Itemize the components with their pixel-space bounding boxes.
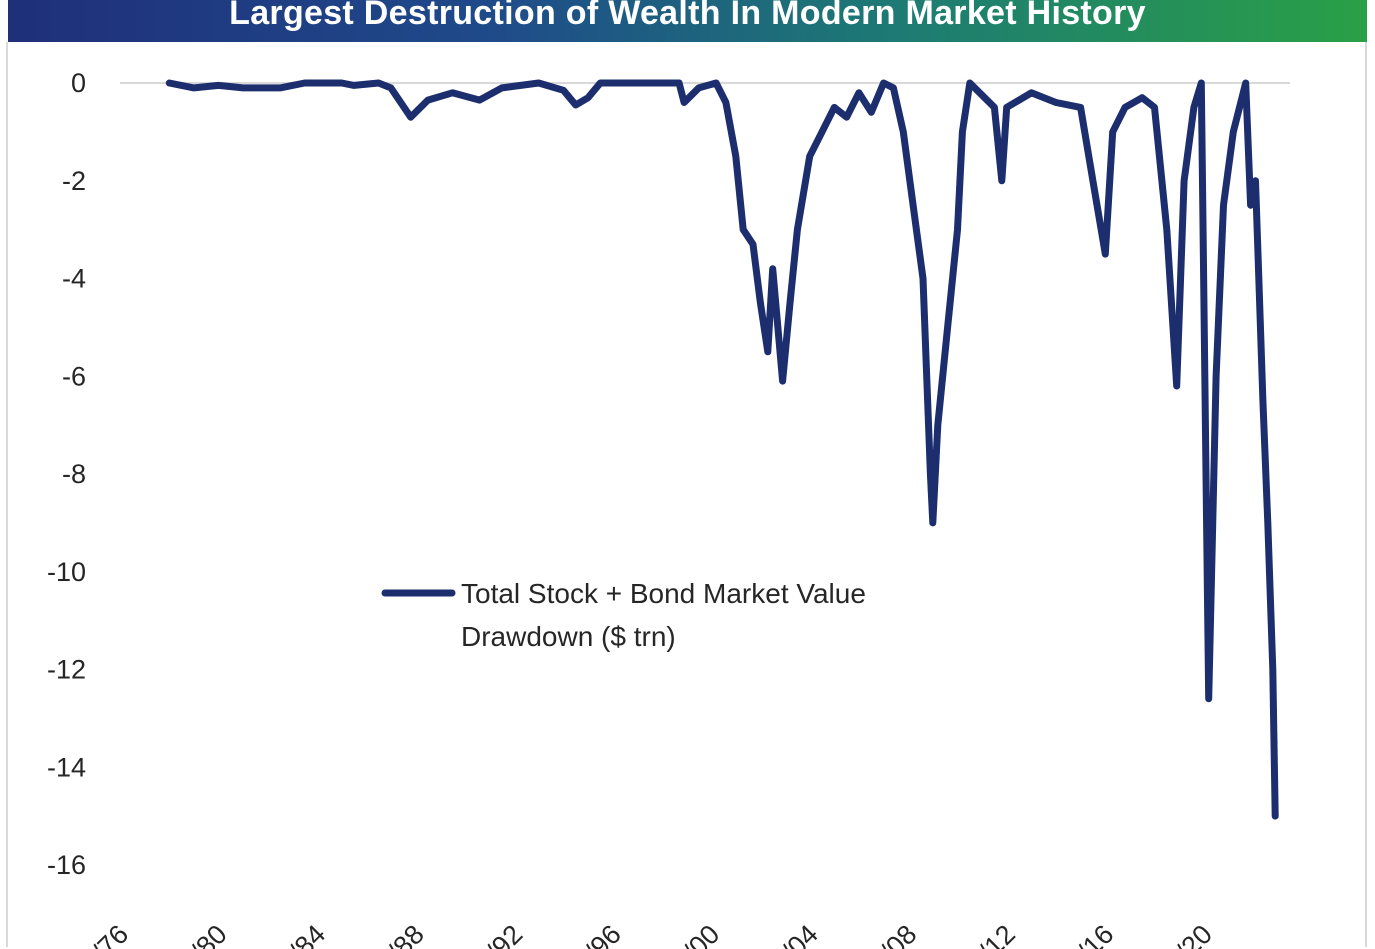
y-tick-label: -10	[47, 557, 86, 587]
x-tick-label: 1/76	[76, 919, 134, 949]
chart-title: Largest Destruction of Wealth In Modern …	[229, 0, 1146, 32]
x-tick-label: 1/96	[568, 919, 626, 949]
x-tick-label: 1/12	[963, 919, 1021, 949]
x-tick-label: 1/04	[766, 919, 824, 949]
y-tick-label: -4	[62, 264, 86, 294]
chart-frame	[6, 42, 1367, 947]
x-tick-label: 1/00	[667, 919, 725, 949]
y-tick-label: -14	[47, 752, 86, 782]
y-tick-label: -6	[62, 361, 86, 391]
y-tick-label: -12	[47, 655, 86, 685]
y-tick-label: 0	[71, 68, 86, 98]
y-tick-label: -2	[62, 166, 86, 196]
series-group	[165, 79, 1279, 820]
y-axis-ticks: 0 -2 -4 -6 -8 -10 -12 -14 -16	[47, 68, 86, 880]
x-tick-label: 1/84	[273, 919, 331, 949]
chart-title-bar: Largest Destruction of Wealth In Modern …	[8, 0, 1367, 42]
x-tick-label: 1/88	[371, 919, 429, 949]
legend: Total Stock + Bond Market Value Drawdown …	[381, 578, 866, 652]
x-tick-label: 1/92	[470, 919, 528, 949]
legend-label: Total Stock + Bond Market Value	[461, 578, 866, 609]
legend-label: Drawdown ($ trn)	[461, 621, 676, 652]
x-tick-label: 1/16	[1061, 919, 1119, 949]
x-tick-label: 1/20	[1160, 919, 1218, 949]
x-tick-label: 1/80	[174, 919, 232, 949]
x-tick-label: 1/08	[864, 919, 922, 949]
y-tick-label: -8	[62, 459, 86, 489]
x-axis-ticks: 1/76 1/80 1/84 1/88 1/92 1/96 1/00 1/04 1/08 1/12…	[76, 919, 1218, 949]
series-line	[165, 79, 1279, 820]
y-tick-label: -16	[47, 850, 86, 880]
